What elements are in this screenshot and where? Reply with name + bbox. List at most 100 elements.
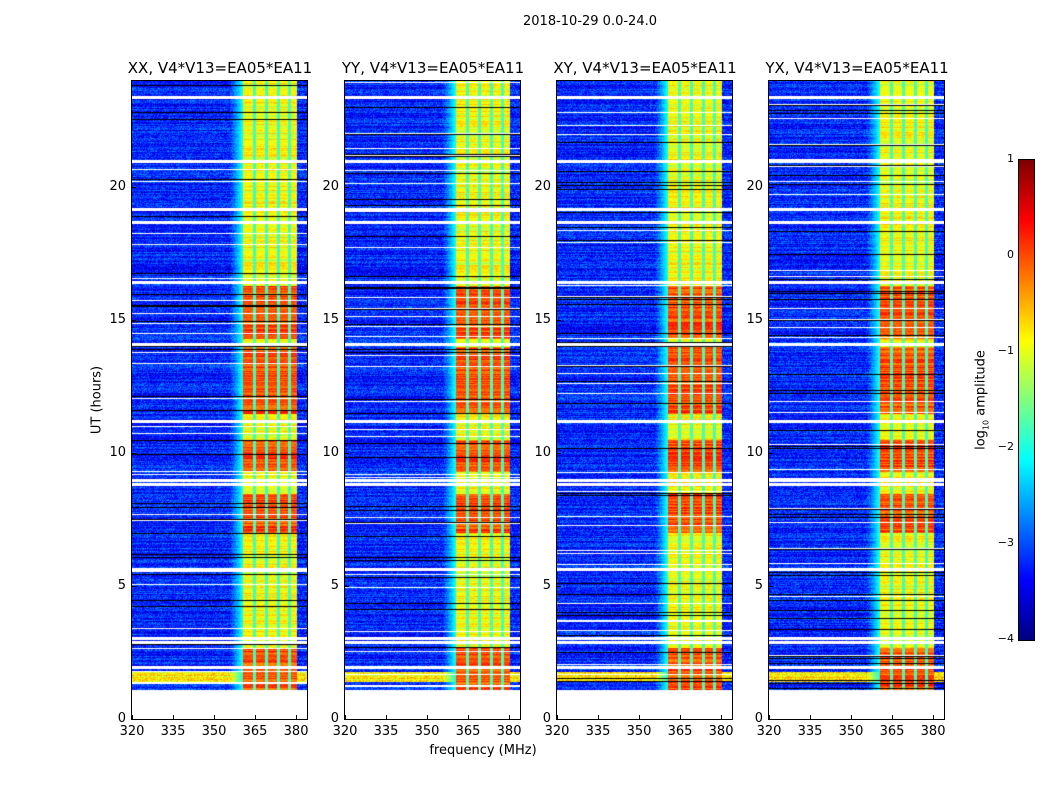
panel-title: XX, V4*V13=EA05*EA11 xyxy=(127,59,313,77)
x-tick xyxy=(296,715,298,719)
y-tick xyxy=(769,187,773,189)
y-tick xyxy=(769,719,773,720)
panel-title: YX, V4*V13=EA05*EA11 xyxy=(765,59,949,77)
colorbar-label-sub: 10 xyxy=(981,419,991,431)
x-tick xyxy=(810,715,812,719)
y-tick xyxy=(557,320,561,322)
y-tick xyxy=(557,453,561,455)
heatmap-image xyxy=(345,81,520,719)
x-tick-label: 365 xyxy=(879,724,905,739)
x-tick xyxy=(557,715,558,719)
y-tick xyxy=(132,719,136,720)
x-tick xyxy=(214,715,216,719)
y-tick xyxy=(345,187,349,189)
y-tick-label: 5 xyxy=(754,578,763,594)
y-tick-label: 20 xyxy=(322,179,339,195)
x-tick-label: 350 xyxy=(414,724,440,739)
colorbar-tick-label: −3 xyxy=(997,536,1014,549)
heatmap-image xyxy=(769,81,944,719)
x-tick-label: 350 xyxy=(838,724,864,739)
x-tick xyxy=(598,715,600,719)
x-tick xyxy=(769,715,770,719)
y-tick-label: 5 xyxy=(330,578,339,594)
y-tick-label: 15 xyxy=(322,312,339,328)
y-tick xyxy=(557,187,561,189)
y-tick xyxy=(132,187,136,189)
x-tick xyxy=(173,715,175,719)
x-tick-label: 320 xyxy=(756,724,782,739)
y-tick-label: 15 xyxy=(746,312,763,328)
y-tick-label: 5 xyxy=(542,578,551,594)
heatmap-panel-yy xyxy=(344,80,521,720)
x-tick-label: 320 xyxy=(544,724,570,739)
x-tick xyxy=(509,715,511,719)
x-tick xyxy=(386,715,388,719)
x-tick-label: 320 xyxy=(119,724,145,739)
colorbar xyxy=(1018,159,1035,641)
x-tick-label: 380 xyxy=(496,724,522,739)
x-tick-label: 335 xyxy=(373,724,399,739)
y-tick-label: 0 xyxy=(542,711,551,726)
y-tick xyxy=(345,586,349,588)
x-tick-label: 320 xyxy=(332,724,358,739)
y-tick-label: 20 xyxy=(746,179,763,195)
y-tick xyxy=(132,453,136,455)
y-tick-label: 15 xyxy=(109,312,126,328)
y-tick-label: 10 xyxy=(534,445,551,461)
heatmap-image xyxy=(132,81,307,719)
x-tick xyxy=(427,715,429,719)
x-tick xyxy=(255,715,257,719)
colorbar-label-suffix: amplitude xyxy=(973,350,989,420)
x-tick-label: 365 xyxy=(667,724,693,739)
x-tick xyxy=(851,715,853,719)
colorbar-label: log10 amplitude xyxy=(974,350,991,450)
colorbar-tick-label: −1 xyxy=(997,344,1014,357)
x-tick xyxy=(132,715,133,719)
y-tick xyxy=(769,453,773,455)
y-tick xyxy=(132,586,136,588)
y-tick-label: 0 xyxy=(330,711,339,726)
y-tick-label: 0 xyxy=(754,711,763,726)
colorbar-tick-label: −2 xyxy=(997,440,1014,453)
colorbar-tick-label: 1 xyxy=(1007,152,1014,165)
x-tick-label: 335 xyxy=(160,724,186,739)
x-tick xyxy=(468,715,470,719)
y-tick-label: 5 xyxy=(117,578,126,594)
panel-title: XY, V4*V13=EA05*EA11 xyxy=(553,59,737,77)
heatmap-panel-xy xyxy=(556,80,733,720)
heatmap-panel-yx xyxy=(768,80,945,720)
y-tick xyxy=(557,586,561,588)
x-tick-label: 365 xyxy=(242,724,268,739)
y-tick xyxy=(345,320,349,322)
y-tick-label: 10 xyxy=(746,445,763,461)
colorbar-label-log: log xyxy=(973,430,989,450)
figure-title: 2018-10-29 0.0-24.0 xyxy=(523,14,657,29)
x-tick-label: 350 xyxy=(626,724,652,739)
y-tick xyxy=(769,320,773,322)
y-tick xyxy=(345,719,349,720)
y-tick xyxy=(769,586,773,588)
panel-title: YY, V4*V13=EA05*EA11 xyxy=(341,59,525,77)
y-tick-label: 0 xyxy=(117,711,126,726)
x-tick-label: 380 xyxy=(920,724,946,739)
x-tick-label: 350 xyxy=(201,724,227,739)
x-tick-label: 380 xyxy=(708,724,734,739)
y-tick xyxy=(557,719,561,720)
y-tick-label: 15 xyxy=(534,312,551,328)
y-tick xyxy=(345,453,349,455)
colorbar-gradient xyxy=(1019,160,1034,640)
x-tick-label: 335 xyxy=(585,724,611,739)
heatmap-panel-xx xyxy=(131,80,308,720)
heatmap-image xyxy=(557,81,732,719)
x-tick-label: 380 xyxy=(283,724,309,739)
x-tick xyxy=(721,715,723,719)
colorbar-tick-label: 0 xyxy=(1007,248,1014,261)
y-tick-label: 20 xyxy=(534,179,551,195)
x-tick-label: 365 xyxy=(455,724,481,739)
x-tick xyxy=(892,715,894,719)
y-tick-label: 10 xyxy=(322,445,339,461)
y-tick-label: 20 xyxy=(109,179,126,195)
x-tick xyxy=(345,715,346,719)
x-axis-label: frequency (MHz) xyxy=(429,743,537,758)
y-tick xyxy=(132,320,136,322)
